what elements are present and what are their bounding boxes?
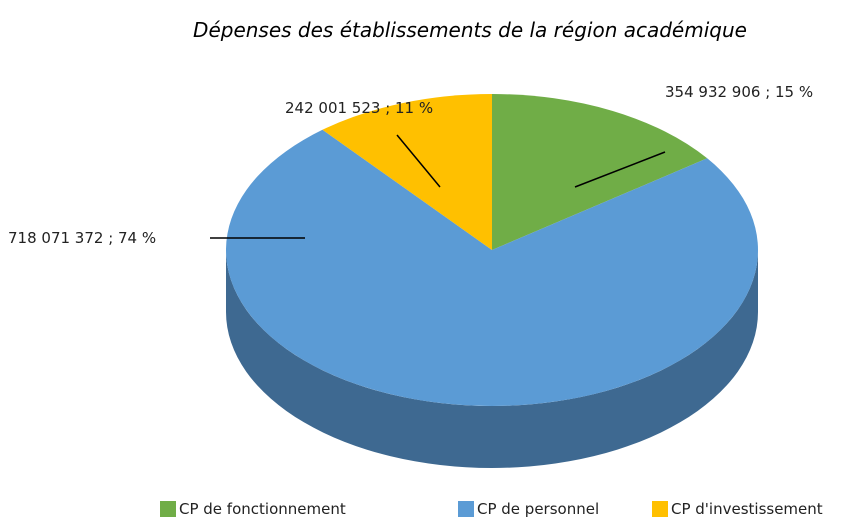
leader-line [574, 151, 666, 188]
legend-swatch [458, 501, 474, 517]
legend-item: CP de personnel [458, 500, 599, 518]
legend-item: CP d'investissement [652, 500, 823, 518]
legend-swatch [160, 501, 176, 517]
legend-label: CP de fonctionnement [179, 500, 346, 518]
data-label: 354 932 906 ; 15 % [665, 83, 814, 101]
legend-label: CP de personnel [477, 500, 600, 518]
pie-slice [322, 94, 492, 250]
pie-slice [492, 94, 708, 250]
data-label: 242 001 523 ; 11 % [285, 99, 434, 117]
legend-label: CP d'investissement [671, 500, 823, 518]
legend-item: CP de fonctionnement [160, 500, 346, 518]
data-label: 718 071 372 ; 74 % [8, 229, 157, 247]
pie-slice [226, 129, 759, 406]
pie-side [226, 250, 758, 468]
chart-title: Dépenses des établissements de la région… [193, 18, 747, 42]
legend-swatch [652, 501, 668, 517]
leader-line [396, 134, 441, 188]
